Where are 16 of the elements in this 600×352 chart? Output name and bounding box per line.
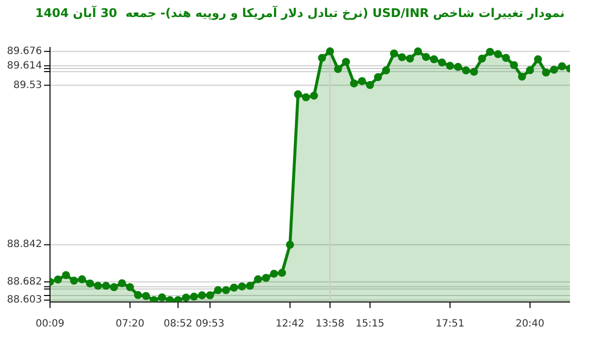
x-tick-label: 00:09 [36,318,64,330]
x-tick-label: 09:53 [196,318,224,330]
y-tick-label: 88.682 [7,276,42,288]
y-tick-label: 88.603 [7,294,42,306]
y-tick-label: 89.676 [7,46,42,57]
y-tick-label: 88.842 [7,239,42,250]
y-tick-label: 89.614 [7,60,42,72]
x-tick-label: 15:15 [356,318,384,330]
x-tick-label: 07:20 [116,318,144,330]
x-tick-label: 12:42 [276,318,304,330]
x-tick-label: 17:51 [436,318,464,330]
y-tick-label: 89.53 [13,80,42,91]
x-tick-label: 20:40 [516,318,544,330]
x-tick-label: 08:52 [164,318,192,330]
chart-title: نمودار تغییرات شاخص USD/INR (نرخ تبادل دلار آمریکا و روپیه هند)- جمعه 30 آبان 1404 [34,6,566,20]
x-tick-label: 13:58 [316,318,344,330]
